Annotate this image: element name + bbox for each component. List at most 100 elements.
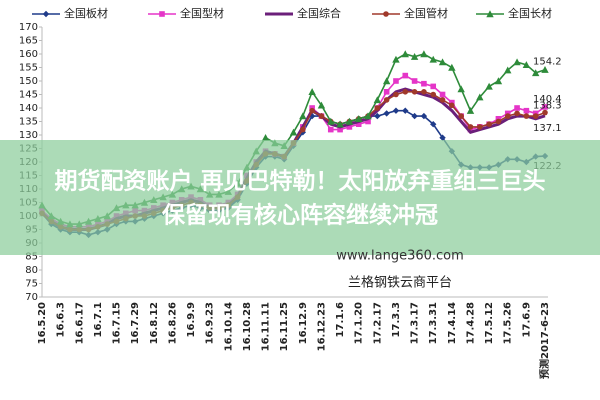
y-tick-label: 70 bbox=[25, 292, 38, 303]
x-tick-label: 17.4.28 bbox=[465, 302, 476, 344]
marker bbox=[438, 58, 447, 66]
marker bbox=[430, 121, 437, 128]
marker bbox=[457, 85, 465, 93]
marker bbox=[261, 134, 270, 141]
marker bbox=[449, 102, 455, 109]
marker bbox=[345, 117, 354, 125]
marker bbox=[337, 126, 343, 133]
marker bbox=[542, 109, 548, 116]
marker bbox=[531, 69, 540, 77]
legend-label: 全国长材 bbox=[508, 6, 552, 20]
marker bbox=[383, 11, 389, 17]
marker bbox=[402, 89, 409, 95]
marker bbox=[430, 91, 437, 98]
data-label: 140.4 bbox=[533, 94, 562, 105]
marker bbox=[374, 112, 381, 120]
y-tick-label: 135 bbox=[19, 117, 38, 128]
marker bbox=[448, 63, 456, 71]
marker bbox=[486, 121, 492, 127]
marker bbox=[420, 50, 428, 58]
marker bbox=[383, 89, 390, 95]
marker bbox=[289, 128, 298, 136]
y-tick-label: 130 bbox=[19, 130, 38, 141]
marker bbox=[393, 91, 399, 98]
marker bbox=[364, 112, 372, 120]
x-tick-label: 17.5.12 bbox=[484, 302, 495, 344]
marker bbox=[373, 96, 382, 104]
data-label: 154.2 bbox=[533, 57, 562, 68]
marker bbox=[411, 112, 418, 120]
marker bbox=[522, 61, 531, 68]
marker bbox=[430, 83, 437, 90]
x-tick-label: 16.12.23 bbox=[316, 302, 327, 351]
headline: 保留现有核心阵容继续冲冠 bbox=[161, 202, 438, 229]
marker bbox=[523, 107, 530, 114]
x-tick-label: 16.10.14 bbox=[223, 302, 234, 351]
y-tick-label: 80 bbox=[25, 265, 38, 276]
data-label: 138.3 bbox=[533, 101, 562, 112]
marker bbox=[504, 113, 511, 119]
x-tick-label: 16.11.11 bbox=[261, 302, 272, 351]
x-tick-label: 17.6.9 bbox=[521, 302, 532, 337]
marker bbox=[317, 101, 326, 109]
banner bbox=[0, 140, 600, 255]
y-tick-label: 140 bbox=[19, 103, 38, 114]
x-tick-label: 16.8.12 bbox=[149, 302, 160, 344]
marker bbox=[466, 107, 475, 114]
legend-label: 全国板材 bbox=[64, 6, 108, 20]
marker bbox=[346, 124, 353, 130]
marker bbox=[382, 77, 391, 85]
marker bbox=[523, 113, 530, 119]
marker bbox=[541, 65, 549, 73]
y-tick-label: 150 bbox=[19, 76, 38, 87]
marker bbox=[411, 89, 418, 95]
x-tick-label: 16.7.1 bbox=[93, 302, 104, 337]
x-tick-label: 16.7.15 bbox=[112, 302, 123, 344]
x-tick-label: 16.8.26 bbox=[167, 302, 178, 344]
y-tick-label: 155 bbox=[19, 63, 38, 74]
marker bbox=[355, 121, 362, 127]
marker bbox=[439, 134, 446, 141]
y-tick-label: 85 bbox=[25, 252, 38, 263]
x-tick-label: 16.10.28 bbox=[242, 302, 253, 351]
x-tick-label: 17.5.26 bbox=[503, 302, 514, 344]
marker bbox=[374, 105, 381, 111]
marker bbox=[308, 88, 316, 95]
marker bbox=[429, 55, 437, 63]
marker bbox=[486, 10, 494, 18]
y-tick-label: 145 bbox=[19, 90, 38, 101]
x-tick-label: 16.5.20 bbox=[37, 302, 48, 344]
marker bbox=[402, 107, 409, 114]
marker bbox=[42, 10, 50, 18]
marker bbox=[485, 82, 493, 90]
marker bbox=[309, 107, 315, 114]
marker bbox=[495, 118, 502, 125]
marker bbox=[299, 112, 307, 120]
y-tick-label: 170 bbox=[19, 22, 38, 33]
marker bbox=[392, 107, 400, 114]
marker bbox=[476, 93, 484, 101]
x-tick-label: 17.4.14 bbox=[447, 302, 458, 344]
x-tick-label: 16.6.17 bbox=[74, 302, 85, 344]
marker bbox=[504, 66, 512, 74]
website: www.lange360.com bbox=[336, 249, 464, 264]
legend-label: 全国综合 bbox=[297, 6, 341, 20]
marker bbox=[393, 78, 399, 84]
marker bbox=[355, 115, 363, 122]
marker bbox=[336, 120, 344, 128]
y-tick-label: 75 bbox=[25, 279, 38, 290]
marker bbox=[318, 113, 325, 119]
x-tick-label: 16.12.9 bbox=[298, 302, 309, 344]
marker bbox=[402, 72, 409, 79]
marker bbox=[420, 112, 428, 120]
x-tick-label: 16.9.9 bbox=[186, 302, 197, 337]
x-tick-label: 16.9.23 bbox=[205, 302, 216, 344]
marker bbox=[494, 77, 503, 85]
data-label: 137.1 bbox=[533, 123, 562, 134]
marker bbox=[421, 80, 427, 87]
marker bbox=[365, 118, 371, 125]
x-tick-label: 预测2017-6-23 bbox=[538, 302, 551, 379]
marker bbox=[410, 53, 419, 60]
x-tick-label: 16.7.29 bbox=[130, 302, 141, 344]
